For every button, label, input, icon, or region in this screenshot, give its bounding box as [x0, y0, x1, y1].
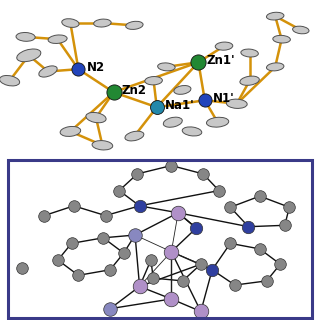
Ellipse shape	[0, 76, 20, 86]
Point	[19, 266, 24, 271]
Point	[228, 205, 233, 210]
Point	[216, 188, 221, 193]
Point	[278, 262, 283, 267]
Ellipse shape	[182, 127, 202, 136]
Point	[71, 203, 76, 208]
Point	[201, 171, 206, 176]
Ellipse shape	[60, 126, 81, 136]
Ellipse shape	[92, 140, 113, 150]
Point	[76, 67, 81, 72]
Point	[76, 273, 81, 278]
Point	[282, 223, 287, 228]
Ellipse shape	[267, 12, 284, 20]
Ellipse shape	[86, 112, 106, 123]
Point	[246, 224, 251, 229]
Point	[137, 203, 142, 208]
Ellipse shape	[62, 19, 79, 28]
Point	[198, 262, 204, 267]
Point	[42, 213, 47, 218]
Point	[135, 171, 140, 176]
Point	[232, 283, 237, 288]
Text: Zn2: Zn2	[122, 84, 147, 97]
Ellipse shape	[94, 19, 111, 27]
Ellipse shape	[267, 63, 284, 71]
Point	[101, 235, 106, 240]
Ellipse shape	[126, 21, 143, 29]
Point	[169, 249, 174, 254]
Ellipse shape	[206, 117, 229, 127]
Text: N2: N2	[86, 61, 105, 74]
Point	[257, 246, 262, 252]
Point	[180, 278, 185, 284]
Ellipse shape	[240, 76, 259, 85]
Point	[154, 105, 159, 110]
Point	[176, 210, 181, 215]
Text: N1': N1'	[213, 92, 235, 105]
Ellipse shape	[273, 36, 290, 43]
Point	[108, 306, 113, 311]
Ellipse shape	[241, 49, 258, 57]
Text: Zn1': Zn1'	[206, 54, 235, 67]
Point	[55, 258, 60, 263]
Ellipse shape	[125, 131, 144, 141]
Ellipse shape	[292, 26, 309, 34]
Point	[111, 90, 116, 95]
Point	[116, 188, 122, 193]
Point	[228, 241, 233, 246]
Ellipse shape	[17, 49, 41, 62]
Ellipse shape	[158, 63, 175, 71]
Point	[257, 194, 262, 199]
Point	[169, 163, 174, 168]
Point	[148, 258, 154, 263]
Ellipse shape	[16, 33, 35, 41]
Point	[198, 309, 204, 314]
Point	[169, 296, 174, 301]
Point	[287, 205, 292, 210]
Point	[132, 232, 138, 237]
Ellipse shape	[215, 42, 233, 50]
Ellipse shape	[174, 85, 191, 94]
Ellipse shape	[227, 99, 247, 108]
Text: Na1': Na1'	[165, 99, 195, 112]
Ellipse shape	[145, 76, 162, 85]
Point	[264, 278, 269, 284]
Point	[196, 60, 201, 65]
Ellipse shape	[163, 117, 182, 127]
Point	[194, 226, 199, 231]
Point	[137, 284, 142, 289]
Point	[69, 241, 74, 246]
Point	[151, 276, 156, 281]
Point	[202, 98, 207, 103]
Point	[108, 267, 113, 272]
Point	[103, 213, 108, 218]
Ellipse shape	[48, 35, 67, 44]
Point	[121, 251, 126, 256]
Ellipse shape	[39, 66, 57, 77]
Point	[210, 267, 215, 272]
